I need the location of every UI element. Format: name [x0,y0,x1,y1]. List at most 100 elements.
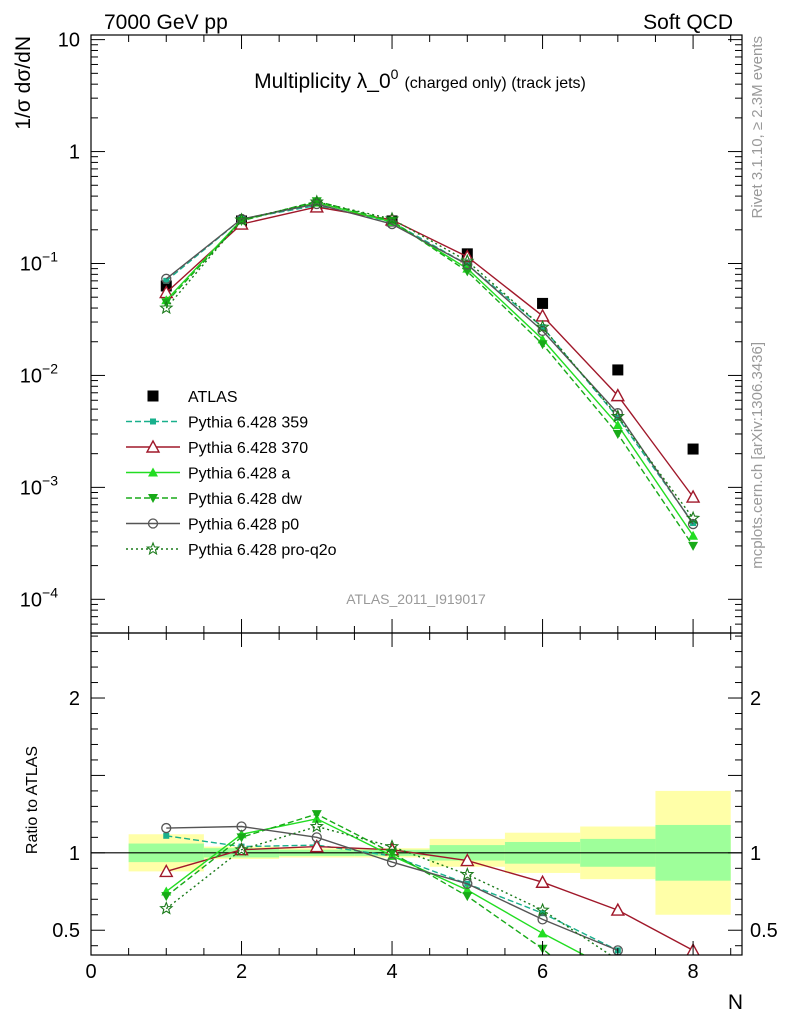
ratio-point-pythia-6-428-dw-2 [236,833,247,843]
series-line-pythia-6-428-p0 [165,203,694,525]
data-point-pythia-6-428-p0-5 [462,259,473,270]
ratio-point-pythia-6-428-p0-5 [462,878,473,889]
ratio-point-pythia-6-428-p0-4 [386,856,398,868]
legend-marker-pythia-6-428-dw [148,494,158,503]
ratio-point-pythia-6-428-pro-q2o-5 [460,866,475,881]
ratio-series-group [159,810,700,955]
legend-item-pythia-6-428-359: Pythia 6.428 359 [126,415,308,432]
y-axis-label-main: 1/σ dσ/dN [12,36,35,130]
main-series-group [159,194,701,551]
x-tick-label: 4 [386,961,397,983]
y-tick-label-main: 10−3 [20,472,58,499]
ratio-point-pythia-6-428-pro-q2o-2 [234,842,249,856]
ratio-point-pythia-6-428-p0-1 [161,822,172,834]
ratio-point-pythia-6-428-370-1 [159,863,174,878]
legend-label-pythia-6-428-a: Pythia 6.428 a [188,466,290,483]
data-point-pythia-6-428-dw-5 [462,267,473,277]
series-pythia-6-428-p0 [161,198,699,530]
ratio-point-pythia-6-428-370-5 [460,853,475,867]
data-point-pythia-6-428-p0-8 [687,518,699,530]
ratio-point-pythia-6-428-a-6 [537,928,548,938]
data-point-pythia-6-428-p0-3 [311,198,322,210]
analysis-id-label: ATLAS_2011_I919017 [346,591,486,607]
ratio-point-pythia-6-428-p0-2 [236,821,247,832]
data-point-atlas-8 [687,443,699,455]
legend-label-pythia-6-428-p0: Pythia 6.428 p0 [188,517,299,534]
ratio-line-pythia-6-428-370 [166,845,694,952]
legend-marker-pythia-6-428-pro-q2o [145,541,161,556]
ratio-line-pythia-6-428-pro-q2o [165,825,611,955]
data-point-pythia-6-428-dw-6 [537,340,548,350]
legend-label-atlas: ATLAS [188,389,238,406]
ratio-point-pythia-6-428-pro-q2o-3 [309,818,324,833]
y-tick-label-ratio: 2 [69,688,80,710]
ratio-point-pythia-6-428-pro-q2o-1 [159,901,174,915]
data-point-pythia-6-428-p0-7 [612,408,623,419]
data-point-pythia-6-428-pro-q2o-3 [309,194,324,209]
legend-item-pythia-6-428-370: Pythia 6.428 370 [126,439,308,457]
legend-marker-atlas [147,390,159,402]
y-tick-label-main: 10−2 [20,360,58,387]
legend-item-pythia-6-428-dw: Pythia 6.428 dw [126,491,302,508]
ratio-point-pythia-6-428-a-5 [462,884,473,894]
y-tick-label-exponent: −3 [42,472,58,488]
legend-label-pythia-6-428-370: Pythia 6.428 370 [188,440,308,457]
ratio-series-pythia-6-428-p0 [161,821,623,955]
ratio-series-pythia-6-428-pro-q2o [159,818,611,955]
ratio-point-pythia-6-428-370-3 [309,839,324,853]
legend-label-pythia-6-428-pro-q2o: Pythia 6.428 pro-q2o [188,542,337,559]
ratio-point-pythia-6-428-370-7 [610,902,625,916]
y-tick-label-exponent: −4 [42,584,58,600]
legend-item-pythia-6-428-pro-q2o: Pythia 6.428 pro-q2o [126,541,337,559]
y-tick-label-exponent: −2 [42,360,58,376]
x-tick-label: 6 [537,961,548,983]
ratio-panel-frame [90,632,743,956]
y-tick-label-exponent: −1 [42,249,58,265]
data-point-pythia-6-428-pro-q2o-8 [685,510,701,525]
y-tick-label-base: 10 [20,589,42,611]
mcplots-label: mcplots.cern.ch [arXiv:1306.3436] [749,342,766,569]
ratio-point-pythia-6-428-359-1 [163,832,170,839]
y-tick-label-base: 10 [20,254,42,276]
y-axis-label-ratio: Ratio to ATLAS [24,746,41,854]
y-tick-label-main: 1 [69,142,80,164]
y-tick-label-ratio: 0.5 [52,920,80,942]
data-point-pythia-6-428-pro-q2o-2 [234,212,249,227]
ratio-point-pythia-6-428-dw-5 [462,892,473,902]
data-point-pythia-6-428-pro-q2o-1 [159,300,174,315]
legend-item-pythia-6-428-p0: Pythia 6.428 p0 [126,517,299,534]
ratio-point-pythia-6-428-pro-q2o-6 [535,902,550,917]
series-line-pythia-6-428-dw [165,200,694,547]
y-tick-label-main: 10−4 [20,584,58,611]
ratio-uncertainty-bands [91,790,742,915]
ratio-point-pythia-6-428-pro-q2o-4 [384,839,400,853]
legend-marker-pythia-6-428-p0 [147,518,159,529]
x-tick-label: 2 [236,961,247,983]
legend-label-pythia-6-428-dw: Pythia 6.428 dw [188,491,302,508]
ratio-point-pythia-6-428-dw-3 [311,810,322,820]
ratio-line-pythia-6-428-p0 [166,825,619,952]
ratio-point-pythia-6-428-dw-1 [161,892,172,902]
data-point-pythia-6-428-pro-q2o-7 [610,408,625,423]
ratio-point-pythia-6-428-p0-6 [537,914,548,925]
data-point-pythia-6-428-a-7 [612,420,623,430]
header-category-label: Soft QCD [643,11,733,34]
ratio-point-pythia-6-428-370-6 [535,874,550,888]
x-tick-label: 8 [688,961,699,983]
title-superscript: 0 [391,66,399,82]
legend-marker-pythia-6-428-370 [145,439,161,453]
title-suffix: (charged only) (track jets) [404,75,585,92]
y-tick-label-base: 10 [20,365,42,387]
data-point-pythia-6-428-pro-q2o-4 [384,211,400,226]
data-point-pythia-6-428-dw-7 [612,429,623,439]
legend-label-pythia-6-428-359: Pythia 6.428 359 [188,415,308,432]
series-pythia-6-428-pro-q2o [159,194,701,525]
legend-marker-pythia-6-428-a [148,467,158,477]
legend-item-atlas: ATLAS [147,389,238,406]
y-tick-label-ratio-right: 0.5 [750,920,778,942]
y-tick-label-ratio-right: 1 [750,843,761,865]
x-tick-label: 0 [85,961,96,983]
data-point-pythia-6-428-pro-q2o-5 [460,253,475,268]
header-energy-label: 7000 GeV pp [104,11,228,34]
